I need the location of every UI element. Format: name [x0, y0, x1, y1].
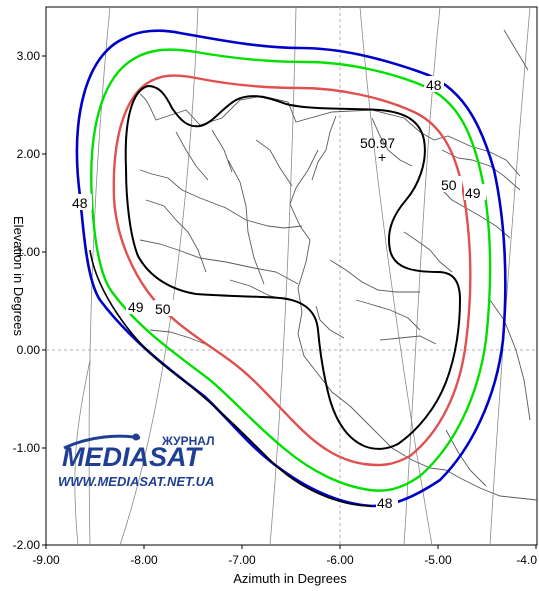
outer-black-edge [89, 249, 373, 507]
coverage-contours [75, 29, 507, 508]
contour-51-black [124, 85, 461, 450]
y-tick-label: 3.00 [17, 49, 41, 63]
x-tick-label: -8.00 [130, 553, 158, 567]
y-tick-label: -2.00 [13, 538, 41, 552]
y-tick-label: 0.00 [17, 343, 41, 357]
x-tick-label: -9.00 [32, 553, 60, 567]
contour-49-green [90, 48, 492, 492]
y-tick-label: 1.00 [17, 245, 41, 259]
contour-label-48-top-right: 48 [426, 77, 442, 93]
contour-label-50-right: 50 [441, 177, 457, 193]
y-axis: 3.00 2.00 1.00 0.00 -1.00 -2.00 Elevatio… [11, 49, 46, 552]
contour-label-48-left: 48 [72, 195, 88, 211]
coastline-interior [139, 169, 303, 229]
x-tick-label: -7.00 [228, 553, 256, 567]
peak-cross-icon: + [378, 149, 386, 165]
logo-dot [132, 433, 140, 441]
contour-label-49-left: 49 [128, 299, 144, 315]
x-tick-label: -4.0 [516, 553, 537, 567]
x-axis: -9.00 -8.00 -7.00 -6.00 -5.00 -4.0 Azimu… [32, 545, 537, 586]
coastline-africa [289, 149, 538, 501]
coastline-west [139, 93, 521, 177]
x-tick-label: -5.00 [424, 553, 452, 567]
y-axis-title: Elevation in Degrees [11, 216, 26, 336]
peak-marker: 50.97 + [360, 135, 395, 165]
contour-48-blue [75, 29, 507, 508]
contour-50-red [112, 74, 472, 467]
y-tick-label: -1.00 [13, 441, 41, 455]
logo-name-text: MEDIASAT [62, 442, 204, 472]
y-tick-label: 2.00 [17, 147, 41, 161]
contour-label-50-left: 50 [155, 301, 171, 317]
contour-label-48-bottom: 48 [377, 495, 393, 511]
mediasat-logo: ЖУРНАЛ MEDIASAT WWW.MEDIASAT.NET.UA [58, 433, 215, 489]
x-axis-title: Azimuth in Degrees [233, 571, 347, 586]
contour-label-49-right: 49 [465, 185, 481, 201]
land-outlines [139, 29, 538, 501]
peak-label: 50.97 [360, 135, 395, 151]
logo-journal-text: ЖУРНАЛ [161, 434, 215, 448]
x-tick-label: -6.00 [326, 553, 354, 567]
logo-url-text: WWW.MEDIASAT.NET.UA [58, 474, 214, 489]
contour-labels: 48 49 50 48 49 50 48 [70, 76, 486, 511]
